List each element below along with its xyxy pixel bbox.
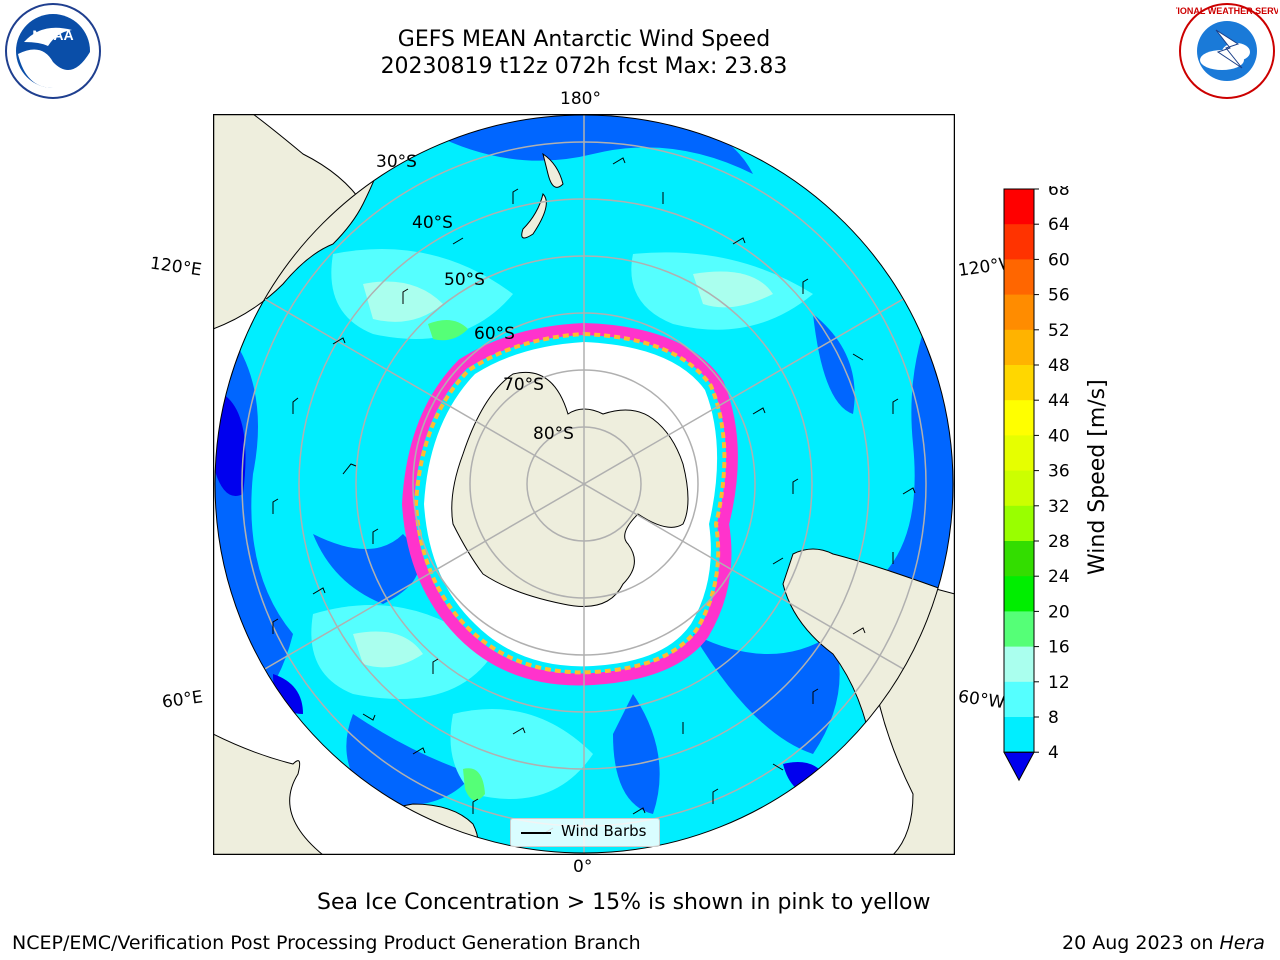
colorbar-tick-label: 52 — [1048, 321, 1070, 341]
new-zealand-land — [521, 152, 564, 239]
colorbar-segment — [1004, 681, 1034, 718]
wind-field-pale-3 — [693, 271, 773, 308]
footer-left: NCEP/EMC/Verification Post Processing Pr… — [12, 932, 641, 954]
colorbar-segment — [1004, 717, 1034, 753]
noaa-logo: NOAA — [2, 2, 104, 100]
longitude-lines — [215, 115, 953, 853]
wind-field-green-2 — [463, 768, 485, 801]
lon-label-lower-right: 60°W — [956, 686, 1007, 714]
colorbar-tick-label: 24 — [1048, 567, 1070, 587]
colorbar-tick-label: 32 — [1048, 497, 1070, 517]
legend-line-swatch — [521, 832, 551, 834]
colorbar-segment — [1004, 576, 1034, 612]
africa-land-corner — [213, 733, 324, 855]
wind-field-dark-3 — [433, 115, 753, 174]
colorbar-tick-label: 44 — [1048, 391, 1070, 411]
wind-field-green-1 — [428, 320, 468, 341]
wind-field-pale-2 — [353, 631, 423, 668]
colorbar-tick-label: 4 — [1048, 743, 1059, 763]
lat-label-70: 70°S — [503, 375, 544, 395]
colorbar-tick-label: 20 — [1048, 602, 1070, 622]
lon-label-upper-left: 120°E — [148, 253, 203, 281]
colorbar-tick-label: 64 — [1048, 215, 1070, 235]
lon-label-bottom: 0° — [573, 857, 593, 877]
wind-field-dark-5 — [693, 634, 840, 754]
sea-ice-caption: Sea Ice Concentration > 15% is shown in … — [317, 890, 931, 915]
chart-subtitle: 20230819 t12z 072h fcst Max: 23.83 — [380, 54, 788, 79]
wind-field-dark-7 — [613, 694, 660, 814]
colorbar-tick-label: 68 — [1048, 186, 1070, 200]
wind-field-dark-4 — [313, 534, 419, 604]
footer-date: 20 Aug 2023 on — [1062, 932, 1220, 954]
lat-label-50: 50°S — [444, 270, 485, 290]
colorbar-scale: 68 64 60 56 52 48 44 40 36 32 28 24 20 16 12 8 4 — [1003, 180, 1070, 782]
colorbar-extend-triangle — [1003, 751, 1035, 782]
lat-label-40: 40°S — [412, 213, 453, 233]
colorbar: 68 64 60 56 52 48 44 40 36 32 28 24 20 16 12 8 4 — [1000, 180, 1070, 790]
colorbar-tick-label: 8 — [1048, 708, 1059, 728]
lon-label-top: 180° — [560, 89, 601, 109]
sea-ice-yellow — [413, 331, 727, 675]
wind-field-dark-6 — [346, 714, 473, 806]
colorbar-segment — [1004, 365, 1034, 401]
svg-text:NOAA: NOAA — [32, 27, 73, 43]
colorbar-segment — [1004, 400, 1034, 436]
colorbar-tick-label: 16 — [1048, 638, 1070, 658]
colorbar-segment — [1004, 646, 1034, 683]
colorbar-label: Wind Speed [m/s] — [1085, 379, 1110, 575]
legend-label: Wind Barbs — [561, 822, 647, 840]
colorbar-segment — [1004, 189, 1034, 225]
colorbar-segment — [1004, 435, 1034, 472]
colorbar-tick-label: 28 — [1048, 532, 1070, 552]
colorbar-tick-label: 48 — [1048, 356, 1070, 376]
colorbar-segment — [1004, 505, 1034, 542]
lon-label-lower-left: 60°E — [160, 687, 205, 713]
wind-field-dark-8 — [813, 314, 855, 414]
lon-line-60e-120w — [215, 268, 953, 700]
chart-title: GEFS MEAN Antarctic Wind Speed — [397, 27, 771, 52]
footer-right: 20 Aug 2023 on Hera — [1062, 932, 1265, 954]
colorbar-segment — [1004, 224, 1034, 260]
colorbar-segment — [1004, 470, 1034, 507]
colorbar-segment — [1004, 259, 1034, 296]
colorbar-tick-label: 40 — [1048, 426, 1070, 446]
colorbar-tick-label: 60 — [1048, 250, 1070, 270]
colorbar-tick-label: 56 — [1048, 286, 1070, 306]
colorbar-tick-label: 12 — [1048, 673, 1070, 693]
wind-field-mid-4 — [450, 709, 593, 799]
footer-machine: Hera — [1219, 932, 1265, 954]
map-legend: Wind Barbs — [510, 818, 660, 847]
polar-map: Wind Barbs — [212, 113, 956, 856]
lat-label-60: 60°S — [474, 324, 515, 344]
nws-logo: NATIONAL WEATHER SERVICE — [1160, 2, 1280, 100]
colorbar-tick-label: 36 — [1048, 462, 1070, 482]
colorbar-segment — [1004, 294, 1034, 331]
lat-label-30: 30°S — [376, 152, 417, 172]
nws-logo-text: NATIONAL WEATHER SERVICE — [1176, 6, 1278, 16]
colorbar-segment — [1004, 541, 1034, 577]
colorbar-segment — [1004, 611, 1034, 648]
lat-label-80: 80°S — [533, 424, 574, 444]
antarctica-land — [451, 371, 689, 607]
colorbar-segment — [1004, 329, 1034, 366]
